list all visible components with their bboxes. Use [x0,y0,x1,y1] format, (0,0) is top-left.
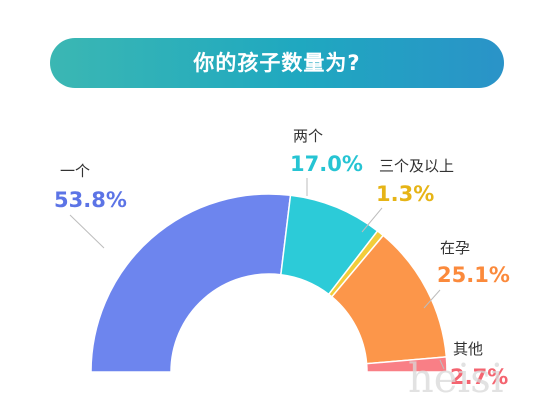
category-label-4: 其他 [453,340,483,358]
leader-line-4 [439,359,445,370]
category-label-3: 在孕 [440,239,470,257]
chart-labels: 一个 53.8% 两个 17.0% 三个及以上 1.3% 在孕 25.1% 其他 2.7% [54,127,510,389]
slice-0 [90,193,292,373]
value-label-0: 53.8% [54,188,127,212]
category-label-0: 一个 [60,162,90,180]
value-label-4: 2.7% [450,365,508,389]
slice-4 [365,356,448,373]
leader-line-2 [361,207,383,233]
category-label-1: 两个 [293,127,323,145]
value-label-3: 25.1% [437,263,510,287]
category-label-2: 三个及以上 [379,157,454,175]
value-label-1: 17.0% [290,152,363,176]
leader-line-3 [423,289,441,309]
chart-slices [90,193,448,373]
label-leader-lines [69,178,445,370]
chart-title: 你的孩子数量为? [50,38,504,88]
value-label-2: 1.3% [376,182,434,206]
leader-line-0 [69,214,105,249]
